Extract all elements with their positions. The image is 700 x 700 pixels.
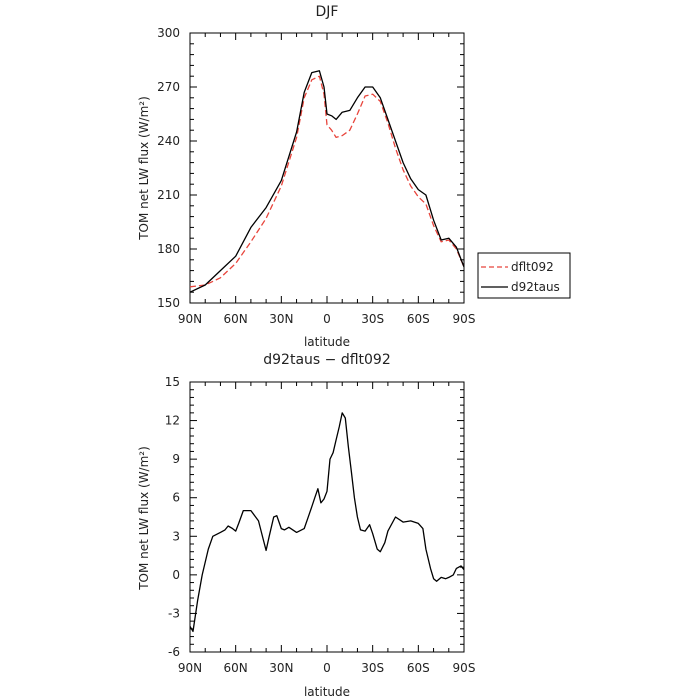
x-tick-label: 90S (453, 312, 476, 326)
x-tick-label: 30N (269, 312, 293, 326)
x-tick-label: 60N (224, 312, 248, 326)
y-tick-label: 12 (165, 414, 180, 428)
panel-difference: d92taus − dflt092 TOM net LW flux (W/m²)… (137, 352, 475, 699)
x-tick-label: 90S (453, 661, 476, 675)
y-tick-label: 6 (172, 491, 180, 505)
x-axis-title: latitude (304, 335, 350, 349)
x-tick-label: 60N (224, 661, 248, 675)
y-tick-label: 3 (172, 529, 180, 543)
y-tick-label: -6 (168, 645, 180, 659)
x-tick-label: 0 (323, 661, 331, 675)
y-tick-label: 300 (157, 26, 180, 40)
y-tick-label: -3 (168, 606, 180, 620)
x-tick-label: 90N (178, 312, 202, 326)
x-tick-label: 30S (361, 661, 384, 675)
y-tick-label: 9 (172, 452, 180, 466)
legend-label-dflt092: dflt092 (511, 260, 554, 274)
x-axis-title: latitude (304, 685, 350, 699)
series-line-d92taus (189, 70, 465, 293)
chart-title: d92taus − dflt092 (263, 352, 390, 368)
panel-djf: DJF TOM net LW flux (W/m²) latitude 150 1… (137, 4, 475, 349)
y-tick-label: 270 (157, 80, 180, 94)
chart-title: DJF (316, 4, 339, 20)
plot-frame (189, 32, 465, 304)
y-tick-label: 180 (157, 242, 180, 256)
x-tick-label: 60S (407, 661, 430, 675)
y-tick-label: 0 (172, 568, 180, 582)
legend-label-d92taus: d92taus (511, 280, 560, 294)
y-axis-title: TOM net LW flux (W/m²) (137, 96, 151, 241)
y-tick-label: 15 (165, 375, 180, 389)
x-tick-label: 90N (178, 661, 202, 675)
y-axis-title: TOM net LW flux (W/m²) (137, 446, 151, 591)
x-tick-label: 30N (269, 661, 293, 675)
y-tick-label: 150 (157, 296, 180, 310)
y-tick-label: 240 (157, 134, 180, 148)
series-line-dflt092 (189, 75, 465, 288)
plot-frame (189, 381, 465, 653)
legend-box (477, 252, 571, 299)
x-tick-label: 0 (323, 312, 331, 326)
x-tick-label: 30S (361, 312, 384, 326)
series-line-series-0 (189, 412, 465, 633)
x-tick-label: 60S (407, 312, 430, 326)
y-tick-label: 210 (157, 188, 180, 202)
legend: dflt092 d92taus (477, 252, 571, 299)
